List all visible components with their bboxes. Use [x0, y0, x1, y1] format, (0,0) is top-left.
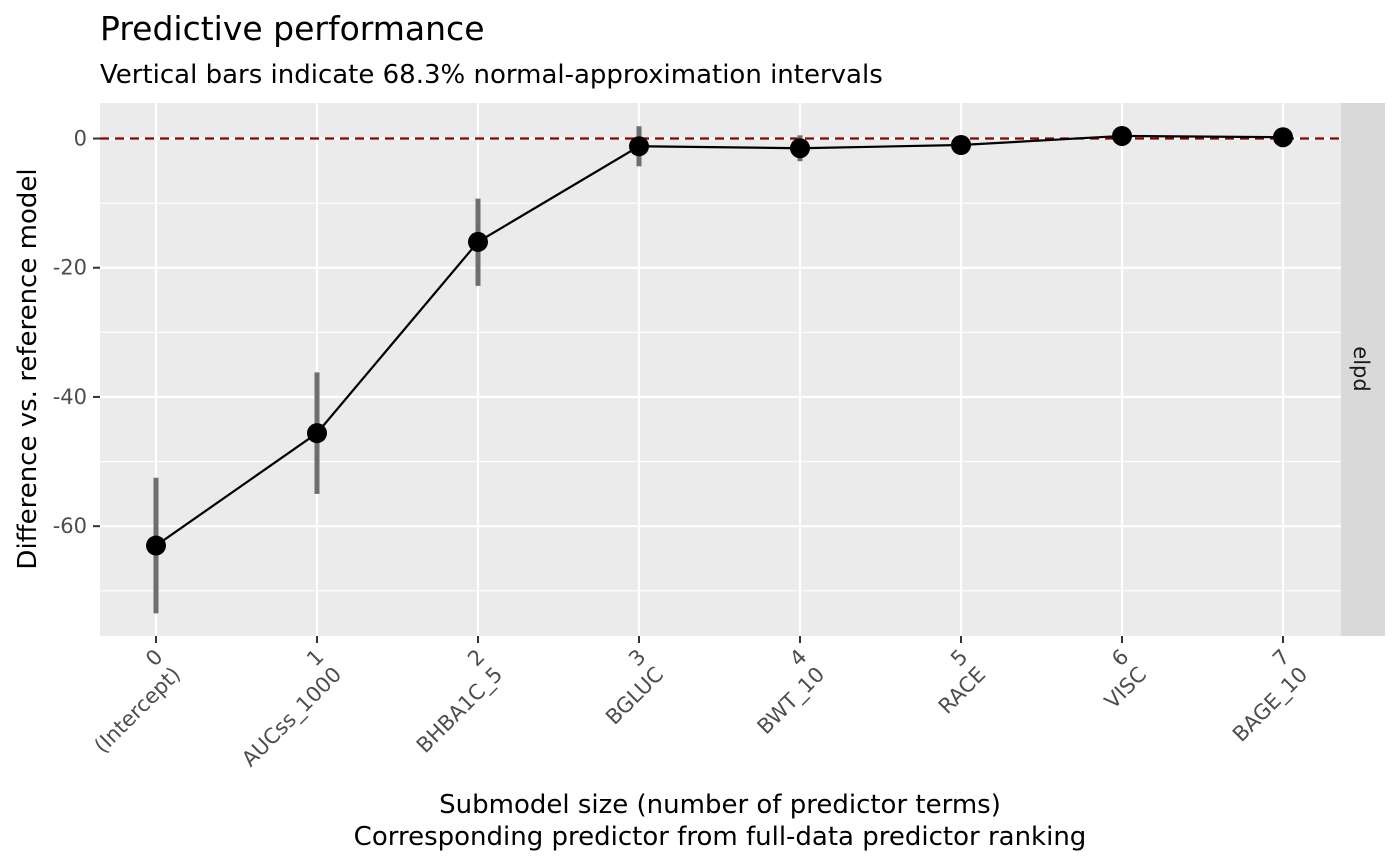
data-point — [146, 535, 166, 556]
x-tick-label: 5RACE — [916, 645, 990, 719]
series-line — [155, 134, 1284, 547]
y-tick-label: 0 — [74, 127, 87, 151]
grid-lines — [100, 103, 1341, 636]
x-tick-predictor-label: BGLUC — [601, 662, 668, 729]
chart-subtitle: Vertical bars indicate 68.3% normal-appr… — [100, 60, 883, 90]
plot-panel — [100, 103, 1341, 636]
chart-title: Predictive performance — [100, 9, 485, 48]
y-tick-label: -60 — [53, 514, 87, 538]
data-point — [790, 138, 810, 159]
x-tick-label: 2BHBA1C_5 — [394, 645, 508, 759]
data-point — [307, 423, 327, 444]
x-axis-title-line1: Submodel size (number of predictor terms… — [439, 790, 1001, 820]
facet-strip — [1341, 103, 1385, 636]
x-tick-predictor-label: BWT_10 — [753, 662, 830, 739]
data-point — [1112, 125, 1132, 146]
x-axis-ticks: 0(Intercept) 1AUCss_1000 2BHBA1C_5 3BGLUC 4B… — [72, 636, 1313, 772]
data-point — [468, 231, 488, 252]
y-tick-label: -20 — [53, 256, 87, 280]
y-tick-label: -40 — [53, 385, 87, 409]
x-tick-label: 0(Intercept) — [72, 645, 185, 758]
x-tick-predictor-label: AUCss_1000 — [237, 662, 347, 772]
x-tick-predictor-label: VISC — [1100, 662, 1151, 713]
x-tick-predictor-label: BHBA1C_5 — [412, 662, 508, 758]
data-points — [146, 125, 1293, 556]
x-tick-label: 3BGLUC — [583, 645, 668, 730]
x-tick-predictor-label: (Intercept) — [90, 662, 186, 758]
x-tick-predictor-label: BAGE_10 — [1228, 662, 1313, 747]
x-tick-label: 7BAGE_10 — [1210, 645, 1313, 748]
x-tick-label: 1AUCss_1000 — [219, 645, 346, 772]
y-axis-title: Difference vs. reference model — [13, 168, 43, 569]
x-tick-label: 6VISC — [1082, 645, 1151, 714]
y-axis-ticks: -60 -40 -20 0 — [53, 127, 100, 538]
data-point — [951, 134, 971, 155]
facet-strip-label: elpd — [1349, 346, 1373, 391]
x-axis-title-line2: Corresponding predictor from full-data p… — [354, 822, 1087, 852]
data-point — [629, 136, 649, 157]
x-tick-label: 4BWT_10 — [735, 645, 830, 740]
data-point — [1273, 127, 1293, 148]
